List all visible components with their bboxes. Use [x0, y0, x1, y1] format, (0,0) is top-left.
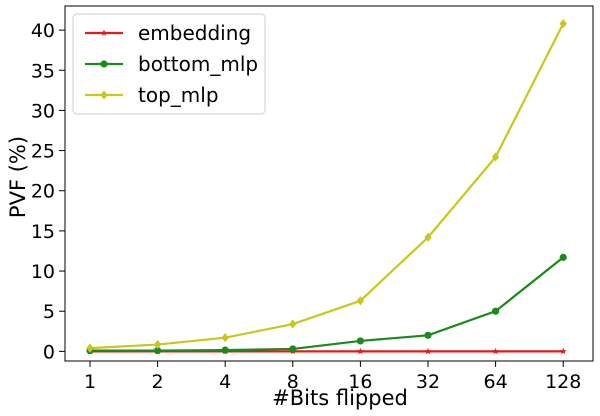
data-point — [356, 347, 364, 355]
legend-label: bottom_mlp — [138, 52, 258, 76]
series-bottom_mlp — [86, 253, 567, 355]
legend-marker — [100, 29, 108, 36]
x-tick-label: 2 — [152, 371, 164, 393]
y-tick-label: 20 — [31, 181, 55, 203]
y-tick-label: 35 — [31, 60, 55, 82]
y-tick-label: 0 — [43, 341, 55, 363]
data-point — [221, 333, 229, 343]
plot-area — [86, 19, 567, 355]
data-point — [153, 339, 162, 350]
y-tick-label: 5 — [43, 301, 55, 323]
legend-entry-embedding: embedding — [85, 21, 251, 45]
data-point — [154, 346, 162, 355]
data-point — [221, 346, 229, 354]
data-point — [356, 337, 364, 345]
legend-label: top_mlp — [138, 83, 219, 107]
data-point — [289, 345, 297, 353]
data-point — [491, 152, 500, 162]
data-point — [424, 347, 432, 355]
x-tick-label: 16 — [348, 371, 372, 393]
data-point — [559, 19, 567, 29]
y-tick-label: 30 — [31, 100, 55, 122]
y-tick-label: 40 — [31, 20, 55, 42]
data-point — [424, 331, 432, 339]
legend: embedding bottom_mlp top_mlp — [72, 13, 266, 115]
x-axis-label: #Bits flipped — [272, 386, 408, 410]
series-top_mlp — [86, 19, 567, 353]
data-point — [356, 296, 365, 306]
data-point — [559, 253, 567, 261]
x-tick-label: 64 — [484, 371, 508, 393]
y-tick-label: 25 — [31, 141, 55, 163]
legend-label: embedding — [138, 21, 251, 45]
y-tick-label: 15 — [31, 221, 55, 243]
legend-entry-bottom_mlp: bottom_mlp — [85, 52, 258, 76]
series-line-top_mlp — [89, 23, 565, 350]
plot-frame — [64, 5, 594, 362]
x-tick-label: 32 — [416, 371, 440, 393]
legend-entry-top_mlp: top_mlp — [85, 83, 219, 107]
legend-marker — [100, 60, 108, 68]
x-tick-label: 1 — [84, 371, 96, 393]
y-tick-label: 10 — [31, 261, 55, 283]
data-point — [559, 347, 567, 355]
data-point — [492, 347, 500, 355]
data-point — [492, 307, 500, 315]
x-tick-label: 128 — [545, 371, 581, 393]
series-line-bottom_mlp — [90, 256, 564, 352]
legend-marker — [100, 90, 108, 100]
y-axis-label: PVF (%) — [6, 136, 30, 218]
axes: 1 2 4 8 16 32 64 128 0 5 10 15 20 25 30 35 40 — [31, 5, 594, 393]
data-point — [424, 232, 432, 242]
legend-box — [72, 13, 266, 115]
x-tick-label: 4 — [219, 371, 231, 393]
data-point — [289, 319, 297, 329]
data-point — [86, 343, 94, 353]
x-tick-label: 8 — [287, 371, 299, 393]
